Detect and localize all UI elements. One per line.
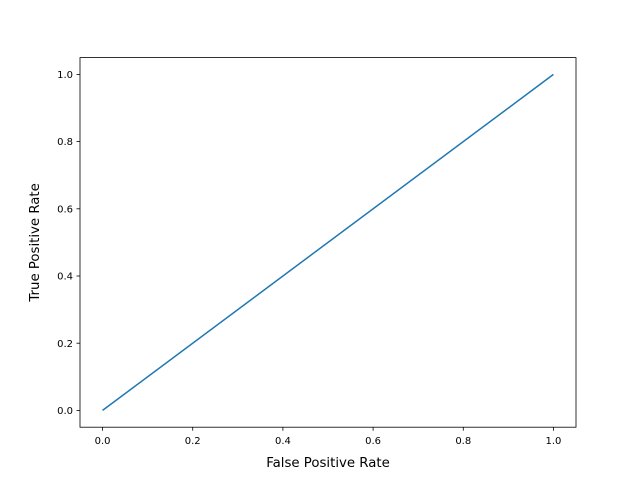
x-tick-label: 0.0 [95, 436, 111, 447]
y-tick-label: 0.4 [57, 272, 73, 283]
y-tick-label: 0.6 [57, 204, 73, 215]
x-tick-label: 0.4 [275, 436, 291, 447]
y-tick-label: 1.0 [57, 70, 73, 81]
x-tick-label: 1.0 [546, 436, 562, 447]
axes-frame [79, 57, 577, 428]
x-axis-label: False Positive Rate [266, 456, 390, 471]
y-axis-label: True Positive Rate [28, 183, 43, 302]
y-tick-label: 0.2 [57, 339, 73, 350]
y-tick-label: 0.0 [57, 406, 73, 417]
y-tick-label: 0.8 [57, 137, 73, 148]
roc-curve-line [102, 73, 554, 412]
x-tick-label: 0.8 [455, 436, 471, 447]
x-tick-label: 0.2 [185, 436, 201, 447]
x-tick-label: 0.6 [365, 436, 381, 447]
